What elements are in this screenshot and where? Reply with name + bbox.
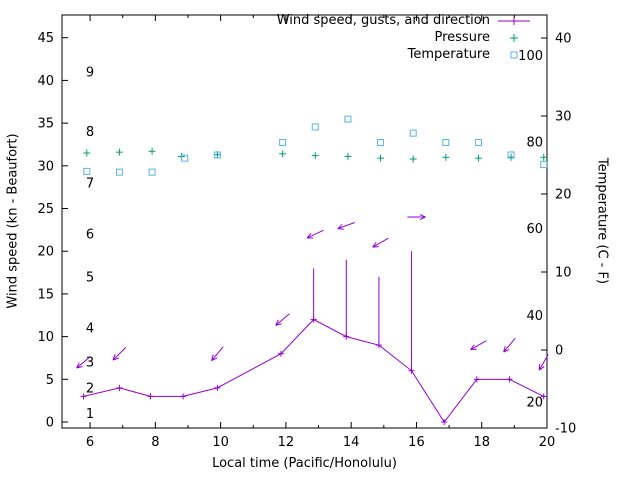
y-axis-label-left: Wind speed (kn - Beaufort) [5, 133, 21, 309]
legend-item-wind: Wind speed, gusts, and direction [277, 12, 532, 29]
svg-text:35: 35 [37, 117, 54, 132]
svg-text:3: 3 [86, 356, 94, 371]
svg-text:8: 8 [151, 435, 159, 450]
svg-text:-10: -10 [555, 422, 576, 437]
svg-text:60: 60 [526, 222, 543, 237]
svg-text:20: 20 [539, 435, 556, 450]
svg-text:20: 20 [526, 396, 543, 411]
svg-text:0: 0 [555, 344, 563, 359]
legend-label-temperature: Temperature [407, 47, 490, 62]
svg-text:20: 20 [555, 188, 572, 203]
svg-text:40: 40 [526, 309, 543, 324]
svg-text:12: 12 [278, 435, 295, 450]
svg-text:10: 10 [555, 266, 572, 281]
svg-text:30: 30 [37, 159, 54, 174]
legend-item-temperature: Temperature [277, 46, 532, 63]
legend: Wind speed, gusts, and direction Pressur… [277, 12, 532, 63]
svg-text:9: 9 [86, 65, 94, 80]
svg-text:25: 25 [37, 202, 54, 217]
legend-label-wind: Wind speed, gusts, and direction [276, 13, 490, 28]
svg-text:15: 15 [37, 287, 54, 302]
svg-text:45: 45 [37, 31, 54, 46]
svg-text:10: 10 [212, 435, 229, 450]
svg-text:7: 7 [86, 176, 94, 191]
svg-text:100: 100 [518, 49, 543, 64]
svg-text:5: 5 [86, 270, 94, 285]
pressure-series-sample-icon [510, 33, 518, 42]
svg-text:10: 10 [37, 330, 54, 345]
wind-series-sample-icon [498, 16, 530, 25]
svg-text:16: 16 [408, 435, 425, 450]
svg-text:6: 6 [86, 228, 94, 243]
svg-text:8: 8 [86, 125, 94, 140]
svg-text:20: 20 [37, 245, 54, 260]
x-axis-label: Local time (Pacific/Honolulu) [212, 456, 397, 471]
legend-item-pressure: Pressure [277, 29, 532, 46]
svg-text:1: 1 [86, 407, 94, 422]
svg-text:40: 40 [37, 74, 54, 89]
svg-text:18: 18 [473, 435, 490, 450]
svg-text:14: 14 [343, 435, 360, 450]
svg-text:80: 80 [526, 136, 543, 151]
svg-text:40: 40 [555, 32, 572, 47]
svg-text:5: 5 [46, 373, 54, 388]
temperature-series-sample-icon [510, 51, 518, 58]
legend-label-pressure: Pressure [434, 30, 490, 45]
y-axis-label-right: Temperature (C - F) [594, 157, 610, 285]
svg-text:0: 0 [46, 416, 54, 431]
svg-text:2: 2 [86, 381, 94, 396]
svg-text:30: 30 [555, 110, 572, 125]
svg-text:6: 6 [86, 435, 94, 450]
svg-text:4: 4 [86, 322, 94, 337]
